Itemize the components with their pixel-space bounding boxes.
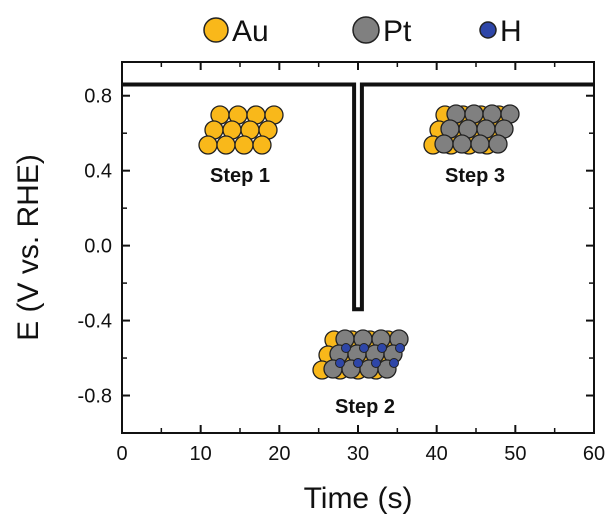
legend-label-h: H — [500, 15, 522, 48]
h-atom — [377, 343, 387, 353]
y-tick-label: 0.8 — [84, 86, 112, 108]
h-atom — [395, 343, 405, 353]
axis-tick-labels: 0 10 20 30 40 50 60 0.8 0.4 0.0 -0.4 -0.8 — [78, 86, 606, 465]
cluster-step-1 — [198, 105, 284, 155]
au-atom — [198, 135, 218, 155]
legend-label-pt: Pt — [383, 15, 412, 48]
pt-atom — [488, 134, 508, 154]
step-label-1: Step 1 — [210, 165, 270, 187]
legend-marker-pt — [352, 16, 380, 44]
cluster-step-2 — [312, 329, 409, 380]
y-tick-label: 0.0 — [84, 236, 112, 258]
y-tick-label: 0.4 — [84, 161, 112, 183]
x-tick-label: 20 — [268, 443, 290, 465]
y-tick-label: -0.8 — [78, 386, 112, 408]
pt-atom — [434, 134, 454, 154]
atom-clusters — [198, 104, 520, 380]
x-tick-label: 50 — [504, 443, 526, 465]
h-atom — [353, 358, 363, 368]
cluster-step-3 — [423, 104, 520, 155]
y-tick-label: -0.4 — [78, 311, 112, 333]
h-atom — [371, 358, 381, 368]
step-label-3: Step 3 — [445, 165, 505, 187]
x-tick-label: 30 — [347, 443, 369, 465]
pt-atom — [452, 134, 472, 154]
legend-marker-au — [203, 17, 229, 43]
h-atom — [359, 343, 369, 353]
au-atom — [216, 135, 236, 155]
au-atom — [252, 135, 272, 155]
h-atom — [341, 343, 351, 353]
series-line-potential — [122, 82, 594, 312]
h-atom — [389, 358, 399, 368]
step-annotations: Step 1 Step 3 Step 2 — [210, 165, 505, 418]
x-tick-label: 40 — [426, 443, 448, 465]
x-axis-title: Time (s) — [304, 482, 413, 515]
x-tick-label: 0 — [116, 443, 127, 465]
legend-label-au: Au — [232, 15, 269, 48]
axis-ticks — [121, 62, 595, 433]
legend: Au Pt H — [203, 15, 522, 48]
x-tick-label: 60 — [583, 443, 605, 465]
h-atom — [335, 358, 345, 368]
pt-atom — [470, 134, 490, 154]
y-axis-title: E (V vs. RHE) — [12, 154, 45, 341]
step-label-2: Step 2 — [335, 396, 395, 418]
au-atom — [234, 135, 254, 155]
x-tick-label: 10 — [190, 443, 212, 465]
legend-marker-h — [479, 21, 497, 39]
